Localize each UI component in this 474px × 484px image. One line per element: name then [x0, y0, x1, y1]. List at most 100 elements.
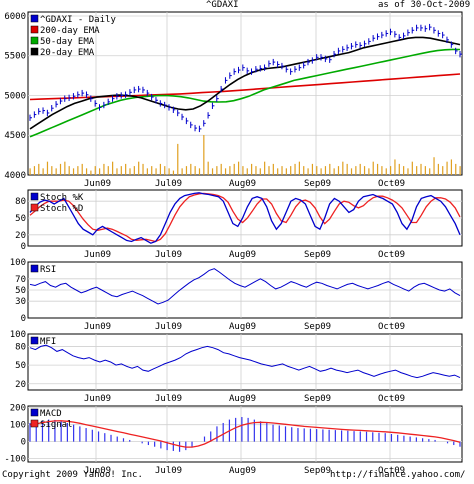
ytick-label-2-3: 30	[15, 297, 26, 307]
volume-bar-39	[198, 168, 201, 175]
ytick-label-2-0: 100	[10, 258, 26, 268]
volume-bar-48	[237, 161, 240, 175]
volume-bar-60	[290, 166, 292, 175]
volume-bar-54	[264, 161, 266, 175]
volume-bar-80	[376, 163, 379, 175]
volume-bar-30	[159, 163, 162, 175]
volume-bar-67	[320, 168, 322, 175]
month-label-0-1: Jul09	[155, 179, 182, 189]
volume-bar-36	[185, 166, 188, 175]
volume-bar-19	[112, 161, 114, 175]
legend-label-macd: MACD	[40, 409, 62, 419]
volume-bar-13	[85, 168, 88, 175]
panel-frame-4	[27, 405, 463, 463]
volume-bar-17	[103, 163, 105, 175]
series-line-mfi	[29, 344, 461, 379]
legend-label-price: ^GDAXI - Daily	[40, 15, 116, 25]
volume-bar-32	[168, 168, 170, 175]
volume-bar-51	[251, 163, 253, 175]
month-label-4-4: Oct09	[378, 466, 405, 476]
ytick-label-0-1: 5500	[4, 52, 26, 62]
volume-bar-71	[337, 166, 340, 175]
asof-date: as of 30-Oct-2009	[378, 0, 471, 10]
volume-bar-63	[303, 166, 305, 175]
ytick-label-4-2: 0	[21, 438, 26, 448]
volume-bar-9	[68, 166, 70, 175]
volume-bar-82	[385, 168, 387, 175]
volume-bar-66	[316, 166, 318, 175]
volume-bar-86	[403, 166, 405, 175]
ytick-label-1-1: 50	[15, 214, 26, 224]
series-line-signal	[29, 420, 461, 448]
volume-bar-53	[259, 168, 261, 175]
month-label-3-1: Jul09	[155, 394, 182, 404]
ytick-label-3-1: 80	[15, 342, 26, 352]
volume-bar-98	[455, 163, 457, 175]
volume-bar-87	[407, 168, 409, 175]
volume-bar-20	[116, 168, 118, 175]
volume-bar-16	[98, 168, 101, 175]
volume-bar-84	[394, 159, 396, 175]
volume-bar-2	[38, 163, 40, 175]
volume-bar-50	[246, 168, 248, 175]
legend-swatch-macd	[30, 408, 39, 417]
ytick-label-1-0: 80	[15, 197, 26, 207]
source-url[interactable]: http://finance.yahoo.com/	[330, 470, 466, 480]
legend-label-rsi: RSI	[40, 265, 56, 275]
ytick-label-3-3: 20	[15, 380, 26, 390]
volume-bar-28	[151, 166, 153, 175]
month-label-0-3: Sep09	[304, 179, 331, 189]
volume-bar-88	[411, 161, 413, 175]
volume-bar-97	[450, 159, 453, 175]
volume-bar-8	[64, 161, 66, 175]
volume-bar-90	[420, 163, 422, 175]
chart-symbol: ^GDAXI	[206, 0, 239, 10]
month-label-1-2: Aug09	[229, 250, 256, 260]
ytick-label-0-0: 6000	[4, 12, 26, 22]
ytick-label-4-3: -100	[4, 455, 26, 465]
volume-bar-0	[29, 168, 31, 175]
volume-bar-1	[33, 166, 36, 175]
volume-bar-4	[46, 161, 49, 175]
ytick-label-0-4: 4000	[4, 171, 26, 181]
volume-bar-24	[133, 166, 135, 175]
volume-bar-14	[90, 170, 92, 175]
series-line-stochD	[29, 192, 461, 243]
volume-bar-21	[120, 166, 122, 175]
volume-bar-34	[177, 143, 179, 175]
legend-swatch-ema50	[30, 36, 39, 45]
ytick-label-0-3: 4500	[4, 131, 26, 141]
volume-bar-12	[81, 163, 83, 175]
month-label-1-4: Oct09	[378, 250, 405, 260]
volume-bar-94	[437, 163, 439, 175]
ytick-label-4-1: 100	[10, 421, 26, 431]
volume-bar-78	[368, 168, 370, 175]
volume-bar-81	[381, 166, 383, 175]
volume-bar-42	[211, 168, 214, 175]
volume-bar-77	[363, 166, 366, 175]
volume-bar-35	[181, 168, 183, 175]
volume-bar-79	[372, 161, 374, 175]
volume-bar-5	[51, 166, 53, 175]
volume-bar-99	[459, 166, 461, 175]
month-label-4-1: Jul09	[155, 466, 182, 476]
volume-bar-29	[155, 168, 157, 175]
volume-bar-7	[59, 163, 62, 175]
volume-bar-6	[55, 168, 57, 175]
month-label-1-3: Sep09	[304, 250, 331, 260]
ytick-label-4-0: 200	[10, 404, 26, 414]
volume-bar-45	[224, 168, 227, 175]
legend-swatch-price	[30, 14, 39, 23]
month-label-2-4: Oct09	[378, 322, 405, 332]
volume-bar-58	[281, 166, 283, 175]
volume-bar-95	[442, 166, 444, 175]
volume-bar-68	[324, 166, 327, 175]
month-label-0-4: Oct09	[378, 179, 405, 189]
month-label-2-1: Jul09	[155, 322, 182, 332]
volume-bar-49	[242, 166, 244, 175]
volume-bar-22	[125, 163, 127, 175]
volume-bar-61	[294, 163, 296, 175]
series-line-stochK	[29, 192, 461, 244]
volume-bar-41	[207, 161, 209, 175]
